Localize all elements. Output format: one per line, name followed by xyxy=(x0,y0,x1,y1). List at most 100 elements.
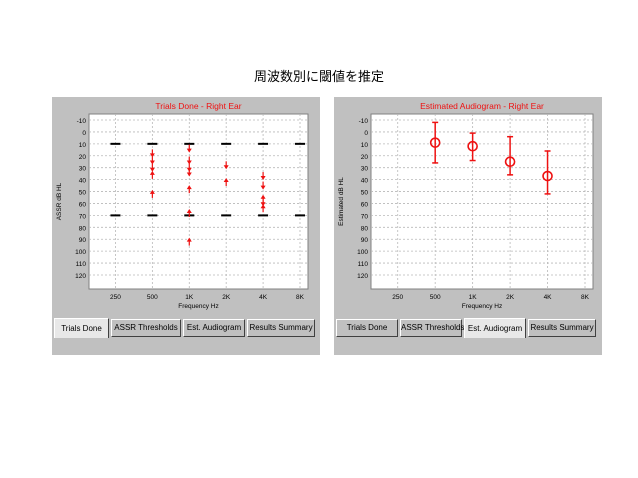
plot-area xyxy=(370,113,594,290)
y-tick-label: 40 xyxy=(361,178,369,185)
y-tick-label: 80 xyxy=(79,225,87,232)
arrow-up-marker xyxy=(149,170,155,179)
y-tick-label: 100 xyxy=(357,249,368,256)
y-tick-label: 120 xyxy=(75,273,86,280)
arrow-down-marker xyxy=(186,168,192,177)
y-tick-label: -10 xyxy=(77,118,87,125)
arrow-down-marker xyxy=(149,156,155,165)
arrow-head xyxy=(186,185,192,190)
y-axis-label: Estimated dB HL xyxy=(338,177,345,226)
threshold-circle xyxy=(504,156,516,168)
arrow-up-marker xyxy=(186,237,192,246)
trials-done-panel: Trials Done - Right Ear -10 0 10 20 30 40 50 60 7… xyxy=(52,97,320,355)
arrow-head xyxy=(260,194,266,199)
x-tick-label: 1K xyxy=(469,294,478,301)
y-tick-label: 0 xyxy=(82,130,86,137)
arrow-down-marker xyxy=(186,156,192,165)
arrow-head xyxy=(260,176,266,181)
arrow-down-marker xyxy=(223,161,229,170)
arrow-head xyxy=(149,153,155,158)
arrow-head xyxy=(149,189,155,194)
y-tick-label: 30 xyxy=(79,166,87,173)
estimated-audiogram-panel: Estimated Audiogram - Right Ear -10 0 10 20 3… xyxy=(334,97,602,355)
plot-area xyxy=(88,113,309,290)
threshold-estimate-marker xyxy=(504,135,516,176)
x-tick-label: 2K xyxy=(506,294,515,301)
y-tick-label: 60 xyxy=(79,201,87,208)
y-tick-label: 10 xyxy=(361,142,369,149)
y-tick-label: 40 xyxy=(79,178,87,185)
y-axis-label: ASSR dB HL xyxy=(56,182,63,220)
threshold-circle xyxy=(429,137,441,148)
y-tick-label: 50 xyxy=(79,190,87,197)
x-tick-label: 250 xyxy=(110,294,121,301)
y-tick-label: 110 xyxy=(358,261,369,268)
x-tick-label: 1K xyxy=(185,294,194,301)
x-tick-label: 250 xyxy=(392,294,403,301)
y-tick-label: 120 xyxy=(357,273,368,280)
y-tick-label: 20 xyxy=(361,154,369,161)
arrow-head xyxy=(223,165,229,170)
arrow-down-marker xyxy=(260,172,266,181)
arrow-up-marker xyxy=(223,178,229,186)
arrow-head xyxy=(260,185,266,190)
threshold-estimate-marker xyxy=(542,150,553,195)
tab-assr-thresholds[interactable]: ASSR Thresholds xyxy=(400,319,464,337)
chart-title: Estimated Audiogram - Right Ear xyxy=(420,101,544,111)
arrow-down-marker xyxy=(186,144,192,153)
y-tick-label: -10 xyxy=(359,118,369,125)
y-tick-label: 110 xyxy=(76,261,87,268)
tab-est-audiogram[interactable]: Est. Audiogram xyxy=(183,319,245,337)
arrow-head xyxy=(186,148,192,153)
arrow-head xyxy=(186,160,192,165)
y-tick-label: 30 xyxy=(361,166,369,173)
y-tick-label: 80 xyxy=(361,225,369,232)
tab-results-summary[interactable]: Results Summary xyxy=(528,319,596,337)
arrow-head xyxy=(186,237,192,242)
x-tick-label: 500 xyxy=(147,294,158,301)
arrow-head xyxy=(149,170,155,175)
tab-assr-thresholds[interactable]: ASSR Thresholds xyxy=(111,319,181,337)
arrow-head xyxy=(223,178,229,182)
y-tick-label: 70 xyxy=(361,213,369,220)
threshold-estimate-marker xyxy=(467,132,478,162)
y-tick-label: 10 xyxy=(79,142,87,149)
y-tick-label: 90 xyxy=(79,237,87,244)
tab-results-summary[interactable]: Results Summary xyxy=(247,319,315,337)
y-tick-label: 20 xyxy=(79,154,87,161)
trials-done-chart: Trials Done - Right Ear -10 0 10 20 30 40 50 60 7… xyxy=(56,101,309,310)
arrow-down-marker xyxy=(149,149,155,158)
arrow-down-marker xyxy=(260,181,266,190)
y-tick-label: 50 xyxy=(361,190,369,197)
slide-title: 周波数別に閾値を推定 xyxy=(253,70,384,85)
threshold-circle xyxy=(542,170,553,182)
arrow-head xyxy=(186,209,192,213)
estimated-audiogram-chart: Estimated Audiogram - Right Ear -10 0 10 20 3… xyxy=(338,101,594,310)
arrow-up-marker xyxy=(149,189,155,198)
y-tick-label: 90 xyxy=(361,237,369,244)
tab-trials-done[interactable]: Trials Done xyxy=(336,319,398,337)
arrow-head xyxy=(260,204,266,209)
arrow-head xyxy=(186,172,192,177)
tab-est-audiogram[interactable]: Est. Audiogram xyxy=(464,318,526,338)
y-tick-label: 60 xyxy=(361,201,369,208)
y-tick-label: 0 xyxy=(364,130,368,137)
x-tick-label: 4K xyxy=(544,294,553,301)
arrow-head xyxy=(149,160,155,165)
y-tick-label: 100 xyxy=(75,249,86,256)
arrow-up-marker xyxy=(186,209,192,217)
arrow-down-marker xyxy=(149,163,155,172)
tab-trials-done[interactable]: Trials Done xyxy=(54,318,109,338)
x-tick-label: 8K xyxy=(296,294,305,301)
arrow-up-marker xyxy=(186,185,192,194)
x-tick-label: 8K xyxy=(581,294,590,301)
x-axis-label: Frequency Hz xyxy=(178,303,218,310)
left-tab-bar: Trials Done ASSR Thresholds Est. Audiogr… xyxy=(52,318,320,338)
arrow-up-marker xyxy=(260,204,266,213)
x-tick-label: 500 xyxy=(430,294,441,301)
chart-title: Trials Done - Right Ear xyxy=(155,101,241,111)
right-tab-bar: Trials Done ASSR Thresholds Est. Audiogr… xyxy=(334,318,602,338)
x-axis-label: Frequency Hz xyxy=(462,303,502,310)
arrow-up-marker xyxy=(260,194,266,203)
threshold-estimate-marker xyxy=(429,121,441,164)
